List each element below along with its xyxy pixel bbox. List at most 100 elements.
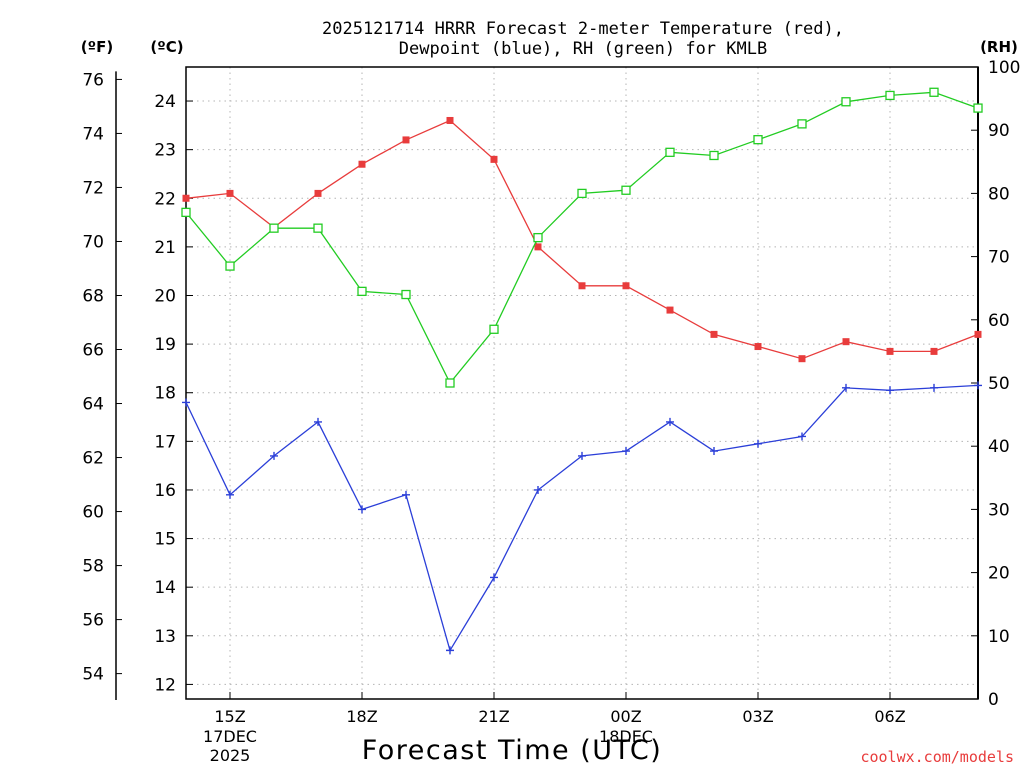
x-tick-year-15Z: 2025 — [210, 746, 251, 765]
rh-point-13 — [753, 135, 763, 145]
rh-point-17 — [929, 87, 939, 97]
dewpoint-point-2 — [270, 451, 278, 460]
fahrenheit-tick-label-62: 62 — [82, 449, 104, 469]
rh-tick-label-80: 80 — [988, 184, 1010, 204]
dewpoint-point-12 — [710, 447, 718, 456]
fahrenheit-tick-label-66: 66 — [82, 341, 104, 361]
celsius-tick-label-22: 22 — [154, 189, 176, 209]
dewpoint-point-1 — [226, 490, 234, 499]
rh-point-0 — [181, 207, 191, 218]
fahrenheit-axis: 54 56 58 60 62 64 66 68 70 72 74 76 — [82, 70, 122, 685]
rh-tick-label-40: 40 — [988, 437, 1010, 457]
rh-tick-label-60: 60 — [988, 311, 1010, 331]
x-tick-label-00Z: 00Z — [610, 707, 641, 726]
fahrenheit-tick-label-54: 54 — [82, 665, 104, 685]
dewpoint-point-4 — [358, 505, 366, 514]
rh-tick-label-20: 20 — [988, 564, 1010, 584]
celsius-tick-label-21: 21 — [154, 238, 176, 258]
series-rh — [181, 87, 983, 388]
dewpoint-point-0 — [182, 398, 190, 407]
x-tick-sublabel-00Z: 18DEC — [599, 727, 653, 746]
rh-tick-label-90: 90 — [988, 121, 1010, 141]
celsius-tick-label-12: 12 — [154, 675, 176, 695]
rh-point-4 — [357, 286, 367, 297]
fahrenheit-unit-label: (ºF) — [81, 38, 113, 56]
temperature-point-9 — [578, 282, 586, 290]
rh-point-1 — [225, 261, 235, 271]
celsius-tick-label-18: 18 — [154, 384, 176, 404]
temperature-point-5 — [402, 136, 410, 144]
temperature-point-12 — [710, 330, 718, 338]
celsius-unit-label: (ºC) — [150, 38, 183, 56]
rh-point-6 — [445, 378, 455, 388]
rh-point-2 — [269, 223, 279, 233]
dewpoint-point-11 — [666, 417, 674, 426]
rh-point-12 — [709, 150, 719, 161]
temperature-point-6 — [446, 116, 454, 124]
rh-point-5 — [401, 289, 411, 300]
celsius-tick-label-14: 14 — [154, 578, 176, 598]
rh-point-16 — [885, 90, 895, 101]
celsius-tick-label-23: 23 — [154, 141, 176, 161]
temperature-point-0 — [182, 194, 190, 202]
rh-tick-label-0: 0 — [988, 690, 999, 710]
temperature-point-10 — [622, 282, 630, 290]
temperature-point-15 — [842, 338, 850, 346]
dewpoint-point-14 — [798, 432, 806, 441]
dewpoint-point-3 — [314, 417, 322, 426]
rh-tick-label-10: 10 — [988, 627, 1010, 647]
dewpoint-point-18 — [974, 381, 982, 390]
rh-point-10 — [621, 185, 631, 195]
dewpoint-point-5 — [402, 490, 410, 499]
dewpoint-point-17 — [930, 383, 938, 392]
rh-point-9 — [577, 188, 587, 199]
temperature-point-3 — [314, 189, 322, 197]
fahrenheit-tick-label-64: 64 — [82, 395, 104, 415]
temperature-point-1 — [226, 189, 234, 197]
temperature-point-18 — [974, 330, 982, 338]
dewpoint-point-16 — [886, 386, 894, 395]
rh-point-3 — [313, 223, 323, 233]
x-tick-label-03Z: 03Z — [742, 707, 773, 726]
dewpoint-point-15 — [842, 383, 850, 392]
celsius-axis: 12 13 14 15 16 17 18 19 20 21 22 23 24 — [154, 92, 193, 695]
series-dewpoint — [182, 381, 982, 655]
chart-title-line1: 2025121714 HRRR Forecast 2-meter Tempera… — [322, 19, 844, 39]
rh-tick-label-100: 100 — [988, 58, 1020, 78]
x-tick-label-06Z: 06Z — [874, 707, 905, 726]
x-axis-label: Forecast Time (UTC) — [362, 735, 663, 766]
credit-label: coolwx.com/models — [860, 748, 1014, 766]
x-tick-label-15Z: 15Z — [214, 707, 245, 726]
celsius-tick-label-16: 16 — [154, 481, 176, 501]
dewpoint-point-6 — [446, 646, 454, 655]
x-tick-label-18Z: 18Z — [346, 707, 377, 726]
rh-tick-label-70: 70 — [988, 248, 1010, 268]
rh-axis: 0 10 20 30 40 50 60 70 80 90 100 — [971, 58, 1020, 710]
rh-point-8 — [533, 232, 543, 243]
x-tick-label-21Z: 21Z — [478, 707, 509, 726]
celsius-tick-label-19: 19 — [154, 335, 176, 355]
temperature-point-8 — [534, 243, 542, 251]
temperature-point-11 — [666, 306, 674, 314]
fahrenheit-tick-label-60: 60 — [82, 503, 104, 523]
temperature-point-7 — [490, 155, 498, 163]
dewpoint-point-10 — [622, 447, 630, 456]
rh-point-14 — [797, 119, 807, 129]
temperature-point-17 — [930, 347, 938, 355]
temperature-point-13 — [754, 343, 762, 351]
fahrenheit-tick-label-74: 74 — [82, 124, 104, 144]
rh-point-15 — [841, 97, 851, 107]
temperature-point-14 — [798, 355, 806, 363]
rh-tick-label-30: 30 — [988, 500, 1010, 520]
fahrenheit-tick-label-58: 58 — [82, 557, 104, 577]
fahrenheit-tick-label-72: 72 — [82, 178, 104, 198]
series-layer — [181, 87, 983, 655]
rh-point-11 — [665, 147, 675, 157]
celsius-tick-label-17: 17 — [154, 432, 176, 452]
rh-point-7 — [489, 324, 499, 334]
temperature-point-4 — [358, 160, 366, 168]
fahrenheit-tick-label-68: 68 — [82, 286, 104, 306]
celsius-tick-label-13: 13 — [154, 627, 176, 647]
